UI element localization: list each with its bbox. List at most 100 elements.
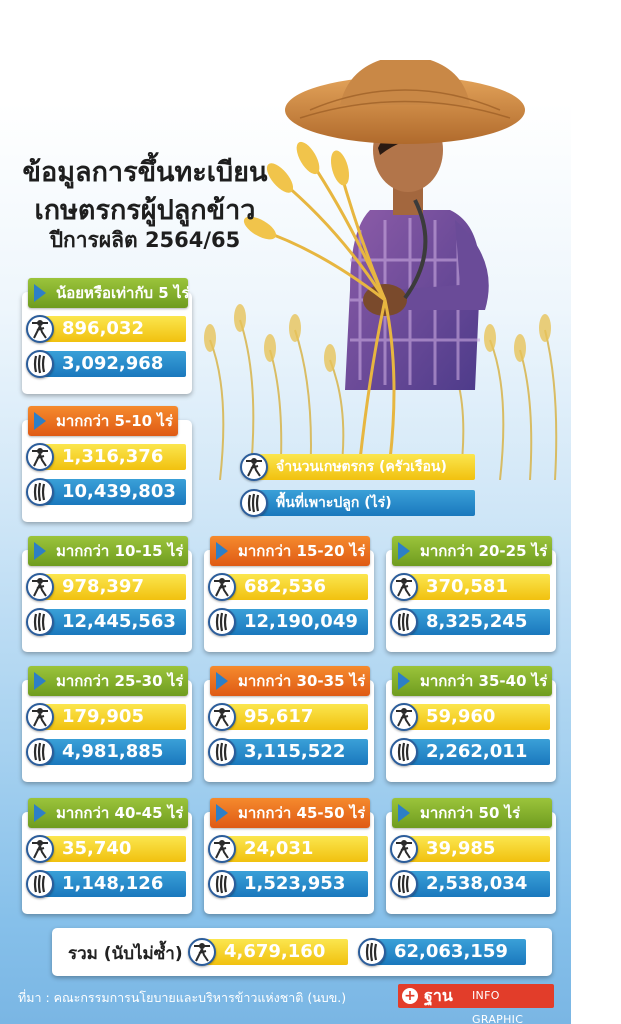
group-range-label: มากกว่า 10-15 ไร่	[56, 542, 184, 560]
arrow-icon	[398, 804, 410, 822]
arrow-icon	[34, 284, 46, 302]
group-range-label: มากกว่า 35-40 ไร่	[420, 672, 548, 690]
group-area-value: 3,115,522	[222, 739, 368, 765]
group-households-row: 39,985	[390, 835, 550, 863]
group-area-value: 1,523,953	[222, 871, 368, 897]
group-households-value: 39,985	[404, 836, 550, 862]
farmer-icon	[240, 453, 268, 481]
group-area-value: 10,439,803	[40, 479, 186, 505]
group-area-row: 2,262,011	[390, 738, 550, 766]
group-range-label: มากกว่า 45-50 ไร่	[238, 804, 366, 822]
rice-grain-icon	[358, 938, 386, 966]
group-households-row: 978,397	[26, 573, 186, 601]
group-area-value: 12,190,049	[222, 609, 368, 635]
group-card	[386, 550, 556, 652]
group-households-value: 370,581	[404, 574, 550, 600]
total-households-row: 4,679,160	[188, 938, 348, 966]
group-card	[204, 680, 374, 782]
total-area-row: 62,063,159	[358, 938, 526, 966]
group-households-row: 24,031	[208, 835, 368, 863]
farmer-icon	[26, 573, 54, 601]
arrow-icon	[34, 542, 46, 560]
group-card	[204, 812, 374, 914]
total-area-value: 62,063,159	[372, 939, 526, 965]
arrow-icon	[216, 672, 228, 690]
group-area-row: 12,445,563	[26, 608, 186, 636]
group-area-value: 2,262,011	[404, 739, 550, 765]
group-area-value: 8,325,245	[404, 609, 550, 635]
total-label: รวม (นับไม่ซ้ำ)	[68, 944, 183, 964]
farmer-icon	[208, 573, 236, 601]
logo-name: ฐาน	[424, 986, 453, 1005]
group-card	[386, 812, 556, 914]
arrow-icon	[216, 542, 228, 560]
arrow-icon	[398, 672, 410, 690]
source-note: ที่มา : คณะกรรมการนโยบายและบริหารข้าวแห่…	[18, 990, 347, 1005]
rice-grain-icon	[240, 489, 268, 517]
group-households-row: 35,740	[26, 835, 186, 863]
rice-grain-icon	[26, 738, 54, 766]
legend-area: พื้นที่เพาะปลูก (ไร่)	[240, 489, 475, 517]
group-range-label: มากกว่า 25-30 ไร่	[56, 672, 184, 690]
group-households-value: 179,905	[40, 704, 186, 730]
group-range-badge: มากกว่า 30-35 ไร่	[210, 666, 370, 696]
legend-area-label: พื้นที่เพาะปลูก (ไร่)	[254, 490, 475, 516]
group-range-label: มากกว่า 20-25 ไร่	[420, 542, 548, 560]
group-households-value: 59,960	[404, 704, 550, 730]
group-area-value: 1,148,126	[40, 871, 186, 897]
group-range-badge: มากกว่า 45-50 ไร่	[210, 798, 370, 828]
farmer-icon	[390, 835, 418, 863]
group-range-label: มากกว่า 50 ไร่	[420, 804, 521, 822]
group-area-row: 1,148,126	[26, 870, 186, 898]
group-range-badge: มากกว่า 40-45 ไร่	[28, 798, 188, 828]
farmer-icon	[188, 938, 216, 966]
logo-tagline: INFO GRAPHIC	[472, 989, 524, 1024]
group-households-row: 1,316,376	[26, 443, 186, 471]
rice-grain-icon	[208, 870, 236, 898]
group-range-label: มากกว่า 5-10 ไร่	[56, 412, 173, 430]
rice-grain-icon	[26, 870, 54, 898]
group-range-badge: มากกว่า 10-15 ไร่	[28, 536, 188, 566]
group-households-row: 95,617	[208, 703, 368, 731]
farmer-icon	[208, 835, 236, 863]
plus-icon: +	[402, 988, 418, 1004]
group-card	[22, 680, 192, 782]
farmer-icon	[26, 315, 54, 343]
rice-grain-icon	[390, 738, 418, 766]
rice-grain-icon	[390, 608, 418, 636]
group-households-value: 896,032	[40, 316, 186, 342]
farmer-icon	[208, 703, 236, 731]
legend-households-label: จำนวนเกษตรกร (ครัวเรือน)	[254, 454, 475, 480]
group-households-row: 179,905	[26, 703, 186, 731]
group-households-value: 35,740	[40, 836, 186, 862]
farmer-icon	[390, 573, 418, 601]
arrow-icon	[216, 804, 228, 822]
group-range-badge: มากกว่า 15-20 ไร่	[210, 536, 370, 566]
group-households-value: 24,031	[222, 836, 368, 862]
group-area-row: 8,325,245	[390, 608, 550, 636]
rice-grain-icon	[390, 870, 418, 898]
total-card: รวม (นับไม่ซ้ำ) 4,679,160 62,063,159	[52, 928, 552, 976]
group-range-label: น้อยหรือเท่ากับ 5 ไร่	[56, 284, 190, 302]
group-card	[386, 680, 556, 782]
title-line-1: ข้อมูลการขึ้นทะเบียน	[22, 157, 268, 188]
rice-grain-icon	[26, 478, 54, 506]
title-line-3: ปีการผลิต 2564/65	[49, 228, 241, 252]
title-line-2: เกษตรกรผู้ปลูกข้าว	[34, 195, 256, 226]
group-area-row: 2,538,034	[390, 870, 550, 898]
legend-households: จำนวนเกษตรกร (ครัวเรือน)	[240, 453, 475, 481]
group-card	[22, 550, 192, 652]
group-range-label: มากกว่า 15-20 ไร่	[238, 542, 366, 560]
rice-grain-icon	[26, 608, 54, 636]
group-range-badge: น้อยหรือเท่ากับ 5 ไร่	[28, 278, 190, 308]
group-households-value: 1,316,376	[40, 444, 186, 470]
group-households-value: 682,536	[222, 574, 368, 600]
group-range-label: มากกว่า 40-45 ไร่	[56, 804, 184, 822]
arrow-icon	[34, 804, 46, 822]
group-range-badge: มากกว่า 20-25 ไร่	[392, 536, 552, 566]
group-range-badge: มากกว่า 35-40 ไร่	[392, 666, 552, 696]
group-card	[22, 420, 192, 522]
rice-grain-icon	[26, 350, 54, 378]
arrow-icon	[34, 412, 46, 430]
